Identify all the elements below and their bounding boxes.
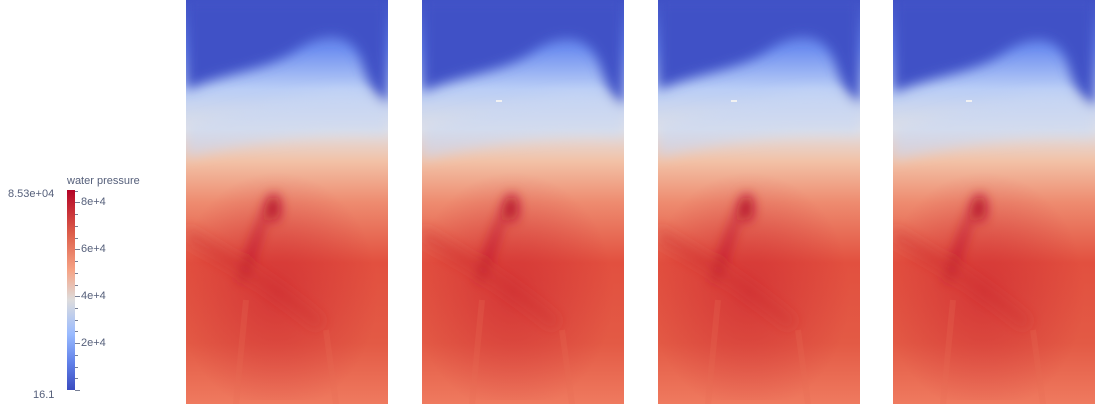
colorbar-tick xyxy=(75,190,78,192)
probe-marker xyxy=(731,100,737,102)
colorbar-tick-label: 6e+4 xyxy=(81,243,106,256)
colorbar-tick xyxy=(75,390,80,392)
pressure-field-image xyxy=(658,0,860,404)
probe-marker xyxy=(966,100,972,102)
colorbar-tick-label: 4e+4 xyxy=(81,290,106,303)
colorbar-title: water pressure xyxy=(67,175,140,187)
colorbar-max-label: 8.53e+04 xyxy=(8,188,55,200)
colorbar-tick xyxy=(75,366,78,368)
pressure-field-image xyxy=(422,0,624,404)
colorbar-tick xyxy=(75,331,78,333)
colorbar-tick xyxy=(75,307,78,309)
pressure-field-panel-1[interactable] xyxy=(186,0,388,404)
colorbar-tick xyxy=(75,237,78,239)
colorbar-tick xyxy=(75,261,78,263)
pressure-field-image xyxy=(186,0,388,404)
colorbar-tick-label: 8e+4 xyxy=(81,196,106,209)
pressure-field-panel-4[interactable] xyxy=(893,0,1095,404)
colorbar-gradient xyxy=(67,190,75,390)
colorbar-tick xyxy=(75,225,78,227)
colorbar-tick xyxy=(75,319,78,321)
colorbar-tick xyxy=(75,378,78,380)
colorbar-tick xyxy=(75,343,80,345)
colorbar-tick-label: 2e+4 xyxy=(81,337,106,350)
colorbar-tick xyxy=(75,202,80,204)
colorbar-tick xyxy=(75,296,80,298)
pressure-field-image xyxy=(893,0,1095,404)
pressure-field-panel-2[interactable] xyxy=(422,0,624,404)
colorbar-legend: water pressure 8.53e+04 8e+4 6e+4 4e+4 2… xyxy=(0,0,180,407)
colorbar-tick xyxy=(75,284,78,286)
pressure-field-panel-3[interactable] xyxy=(658,0,860,404)
colorbar-min-label: 16.1 xyxy=(33,389,55,401)
colorbar-tick xyxy=(75,272,78,274)
colorbar-tick xyxy=(75,354,78,356)
colorbar-tick xyxy=(75,214,78,216)
probe-marker xyxy=(496,100,502,102)
colorbar-ticks xyxy=(75,190,81,392)
colorbar-tick xyxy=(75,249,80,251)
